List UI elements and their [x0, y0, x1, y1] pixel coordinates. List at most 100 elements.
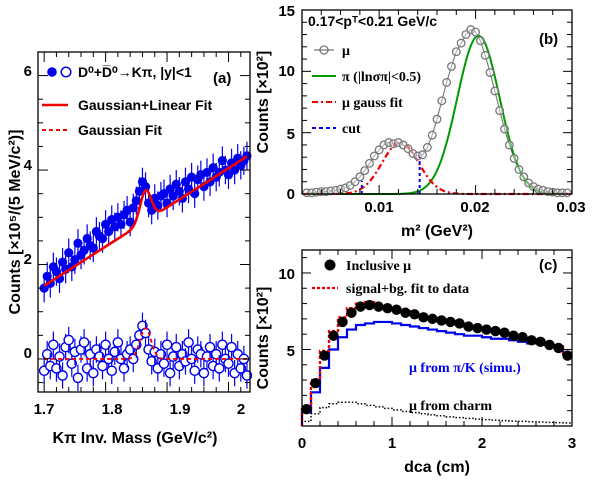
panel-a-point-open	[88, 367, 99, 379]
panel-a-point-open	[146, 356, 157, 367]
panel-b-mu-point	[451, 47, 461, 57]
panel-b-mu-point	[432, 114, 442, 124]
panel-a-point-open	[170, 341, 182, 353]
legend-mu-marker	[319, 45, 329, 55]
panel-b-mu-point	[393, 138, 403, 147]
panel-a-point-filled	[88, 243, 98, 253]
panel-b-mu-point	[480, 50, 490, 60]
panel-a-point-filled	[171, 179, 181, 189]
panel-a-point-open	[97, 360, 108, 372]
panel-b-mu-point	[504, 140, 514, 150]
panel-c-xlabel: dca (cm)	[404, 459, 470, 476]
panel-a-point-filled	[116, 219, 126, 229]
panel-a-point-filled	[174, 186, 184, 196]
panel-a-point-filled	[128, 203, 138, 213]
panel-c-inclusive-point	[301, 403, 312, 415]
panel-c-inclusive-point	[427, 313, 438, 325]
panel-a-frame	[37, 51, 251, 393]
panel-c-inclusive-point	[508, 330, 519, 341]
panel-c-inclusive-point	[418, 312, 429, 323]
panel-a-point-open	[112, 337, 124, 348]
panel-a-point-open	[226, 341, 237, 353]
panel-b-mu-point	[562, 188, 572, 198]
panel-b-mu-point	[500, 124, 509, 134]
panel-b-mu-point	[490, 86, 500, 96]
panel-c-label: (c)	[539, 257, 557, 274]
panel-c-ytick-label: 5	[287, 343, 295, 360]
panel-a-xtick-label: 2	[237, 401, 245, 418]
panel-a-point-open	[63, 334, 75, 346]
panel-c-inclusive-point	[499, 327, 510, 338]
panel-a-point-open	[118, 363, 130, 374]
panel-b-mu-point	[379, 140, 389, 150]
panel-b-mu-point	[495, 106, 505, 116]
legend-inclusive-marker	[324, 259, 336, 271]
panel-a-gauss-fit	[44, 327, 247, 360]
panel-c-inclusive-point	[400, 307, 411, 318]
panel-b-mu-point	[466, 25, 476, 35]
legend-filled-marker	[47, 67, 57, 77]
panel-b-mu-point	[340, 183, 350, 193]
panel-a-point-open	[48, 339, 59, 351]
panel-c-inclusive-point	[517, 332, 528, 343]
panel-c: 0 1 2 3 5 10 dca (cm) Counts [×10²] Incl…	[255, 249, 576, 476]
panel-b-legend-fit: μ gauss fit	[342, 96, 403, 111]
panel-c-legend: Inclusive μ signal+bg. fit to data	[312, 259, 469, 297]
panel-c-inclusive-point	[391, 304, 402, 315]
panel-a-ytick-label: 6	[24, 63, 32, 80]
panel-b-mu-point	[365, 158, 374, 168]
panel-c-inclusive-point	[364, 299, 375, 311]
panel-c-xtick-label: 3	[568, 435, 576, 452]
panel-c-legend-fit: signal+bg. fit to data	[346, 282, 469, 297]
panel-c-inclusive-point	[337, 316, 348, 328]
panel-b-mu-point	[514, 165, 524, 174]
panel-c-inclusive-point	[355, 301, 366, 312]
panel-c-inclusive-point	[445, 316, 456, 328]
panel-a-ytick-label: 2	[24, 251, 32, 268]
panel-b-label: (b)	[539, 31, 558, 48]
panel-a-point-open	[100, 339, 111, 351]
panel-a-point-open	[51, 363, 62, 374]
panel-c-label-pik: μ from π/K (simu.)	[409, 361, 521, 376]
panel-b-mu-point	[369, 151, 379, 161]
panel-c-inclusive-point	[436, 315, 447, 326]
panel-c-charm-hist	[301, 401, 572, 426]
panel-c-legend-inclusive: Inclusive μ	[346, 259, 411, 274]
panel-b-ylabel: Counts [×10²]	[255, 51, 272, 154]
panel-a-point-filled	[97, 233, 108, 244]
panel-c-inclusive-point	[373, 301, 384, 312]
panel-c-xtick-label: 1	[388, 435, 396, 452]
legend-open-marker	[60, 66, 72, 78]
panel-b-mu-point	[427, 130, 437, 140]
panel-a-xtick-label: 1.7	[34, 401, 55, 418]
panel-c-xtick-label: 2	[478, 435, 486, 452]
panel-a-point-filled	[217, 156, 227, 166]
panel-b-mu-point	[475, 36, 485, 46]
panel-c-inclusive-point	[328, 330, 339, 341]
panel-c-frame	[301, 249, 573, 427]
panel-c-xtick-label: 0	[298, 435, 306, 452]
panel-c-inclusive-point	[319, 350, 330, 361]
panel-a-point-filled	[42, 271, 52, 281]
panel-a-point-filled	[82, 233, 92, 244]
panel-b-legend: μ π (|lnσπ|<0.5) μ gauss fit cut	[312, 44, 421, 137]
panel-a-point-open	[57, 370, 68, 381]
panel-b-ticks	[301, 9, 573, 195]
panel-a-marks	[38, 141, 253, 392]
panel-a-point-open	[158, 358, 170, 369]
panel-b-mu-point	[447, 61, 456, 71]
panel-b-ytick-label: 15	[278, 3, 295, 20]
panel-a-point-open	[213, 363, 225, 374]
panel-b-title: 0.17<pᵀ<0.21 GeV/c	[308, 13, 437, 29]
panel-c-inclusive-point	[544, 339, 555, 351]
panel-c-marks	[300, 299, 573, 426]
panel-a-legend-fit: Gaussian+Linear Fit	[78, 97, 213, 113]
panel-a-point-open	[223, 358, 234, 369]
panel-a-legend-gauss: Gaussian Fit	[78, 122, 162, 138]
panel-b-mu-point	[408, 149, 418, 158]
panel-a: 1.7 1.8 1.9 2 0 2 4 6 Kπ Inv. Mass (GeV/…	[7, 51, 253, 447]
panel-a-point-open	[66, 358, 78, 369]
panel-a-point-filled	[131, 196, 141, 206]
panel-a-ytick-label: 0	[24, 345, 32, 362]
panel-a-xlabel: Kπ Inv. Mass (GeV/c²)	[53, 430, 218, 447]
